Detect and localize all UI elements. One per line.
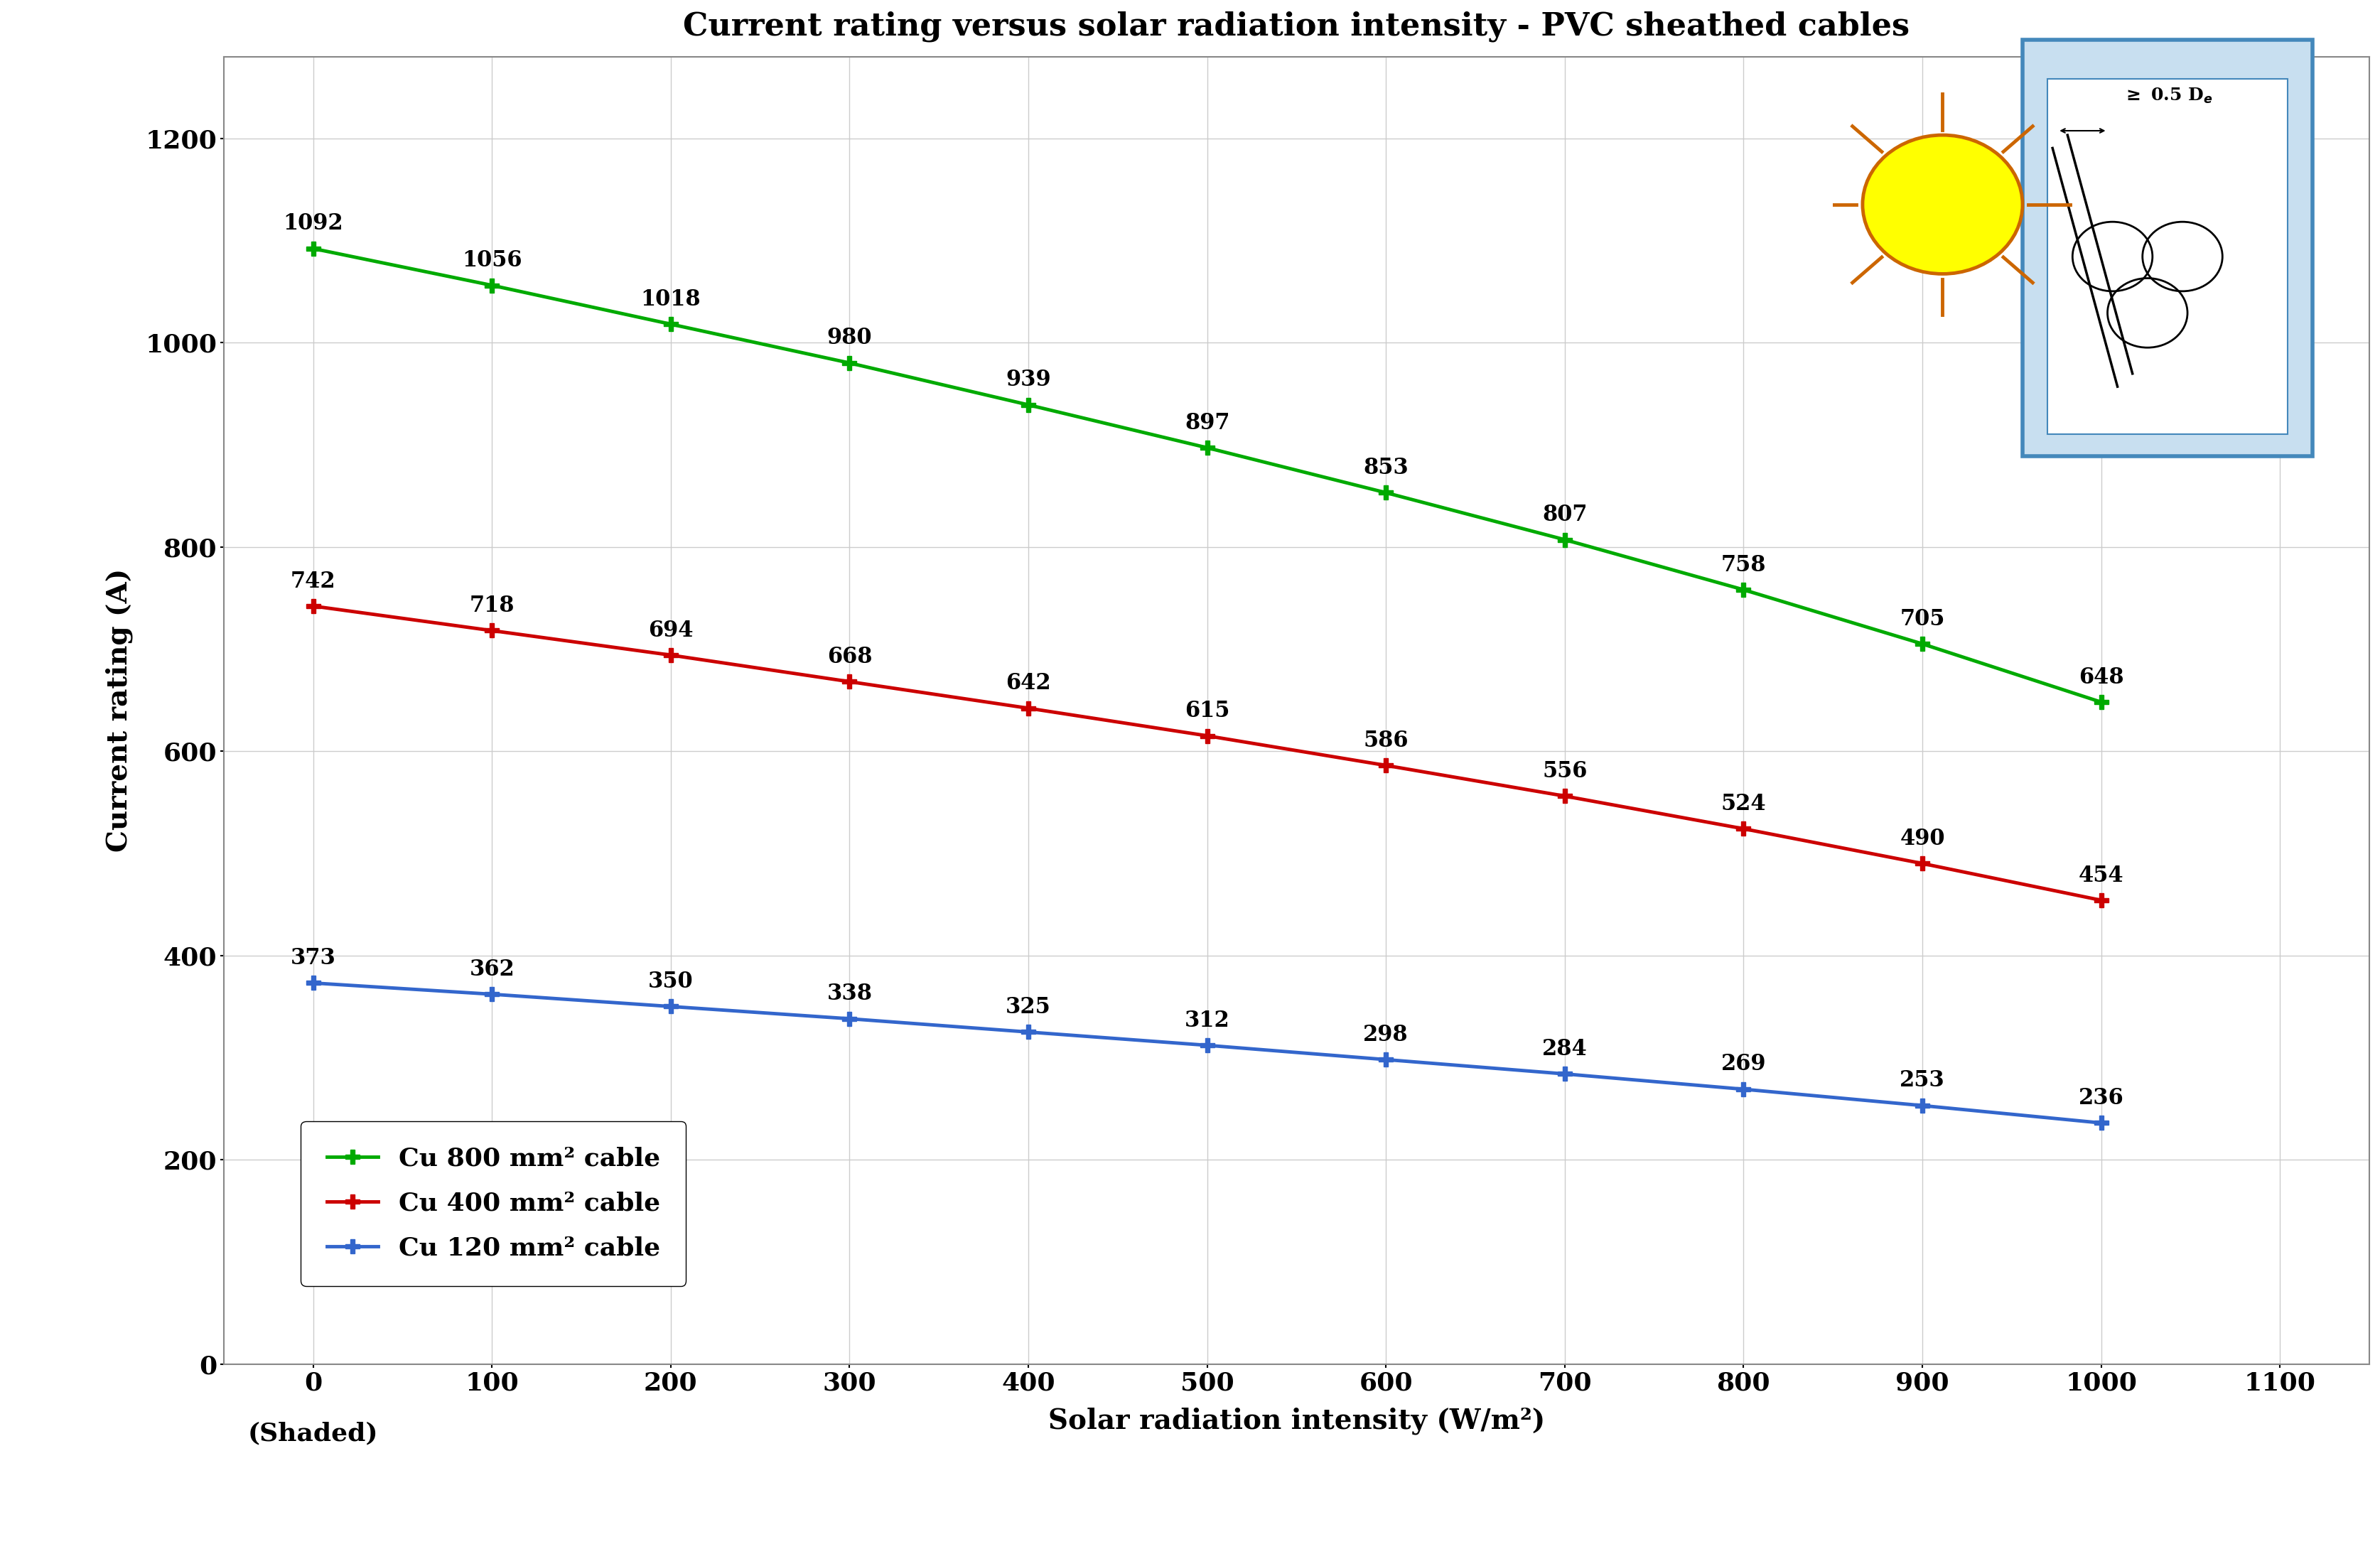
Text: 742: 742 [290,570,336,592]
Title: Current rating versus solar radiation intensity - PVC sheathed cables: Current rating versus solar radiation in… [683,11,1909,42]
Text: 556: 556 [1542,761,1587,782]
Cu 400 mm² cable [1014,699,1042,717]
Text: 454: 454 [2078,864,2123,886]
Text: 338: 338 [826,984,873,1005]
Cu 120 mm² cable [1909,1097,1937,1115]
Text: 718: 718 [469,595,514,617]
Text: 362: 362 [469,959,514,981]
Cu 400 mm² cable [2087,891,2116,909]
Cu 800 mm² cable [478,276,507,294]
Circle shape [1864,135,2023,274]
Text: 807: 807 [1542,503,1587,525]
Text: 325: 325 [1007,996,1052,1018]
Text: 853: 853 [1364,457,1409,479]
Text: (Shaded): (Shaded) [248,1422,378,1445]
Text: 758: 758 [1721,555,1766,576]
Cu 120 mm² cable [1014,1022,1042,1041]
Cu 800 mm² cable [835,353,864,372]
Cu 800 mm² cable [1549,530,1578,548]
Cu 400 mm² cable [1192,726,1221,745]
Cu 120 mm² cable [1371,1050,1399,1069]
Cu 400 mm² cable [1909,853,1937,872]
Cu 400 mm² cable [478,621,507,640]
Text: $\geq$ 0.5 D$_e$: $\geq$ 0.5 D$_e$ [2123,87,2213,105]
Cu 400 mm² cable [657,646,685,665]
Text: 586: 586 [1364,730,1409,751]
Cu 800 mm² cable [1371,483,1399,502]
Cu 800 mm² cable [1730,581,1759,599]
Cu 800 mm² cable [300,239,328,257]
Text: 615: 615 [1185,700,1230,722]
Line: Cu 800 mm² cable: Cu 800 mm² cable [307,242,2109,709]
Text: 980: 980 [826,327,871,349]
Text: 642: 642 [1007,672,1052,694]
Cu 400 mm² cable [835,672,864,691]
Cu 120 mm² cable [2087,1114,2116,1132]
Text: 705: 705 [1899,609,1944,630]
Text: 648: 648 [2078,666,2123,688]
Cu 400 mm² cable [1549,787,1578,805]
Text: 269: 269 [1721,1053,1766,1075]
FancyBboxPatch shape [2047,79,2287,434]
Cu 120 mm² cable [1549,1064,1578,1083]
Text: 1018: 1018 [640,288,700,310]
FancyBboxPatch shape [2023,40,2313,455]
Text: 312: 312 [1185,1010,1230,1032]
Line: Cu 400 mm² cable: Cu 400 mm² cable [307,599,2109,908]
Cu 120 mm² cable [478,985,507,1004]
Cu 400 mm² cable [300,596,328,615]
Cu 120 mm² cable [657,998,685,1016]
Cu 120 mm² cable [835,1010,864,1029]
Text: 253: 253 [1899,1070,1944,1092]
Text: 668: 668 [826,646,871,668]
X-axis label: Solar radiation intensity (W/m²): Solar radiation intensity (W/m²) [1047,1406,1545,1434]
Text: 350: 350 [647,971,693,993]
Y-axis label: Current rating (A): Current rating (A) [105,568,133,852]
Text: 490: 490 [1899,827,1944,850]
Text: 897: 897 [1185,412,1230,434]
Text: 373: 373 [290,946,336,970]
Text: 939: 939 [1007,369,1052,390]
Text: 236: 236 [2078,1087,2123,1109]
Line: Cu 120 mm² cable: Cu 120 mm² cable [307,976,2109,1129]
Cu 800 mm² cable [657,314,685,333]
Cu 120 mm² cable [1730,1080,1759,1098]
Text: 694: 694 [647,620,693,641]
Cu 800 mm² cable [1192,438,1221,457]
Cu 800 mm² cable [2087,692,2116,711]
Cu 400 mm² cable [1730,819,1759,838]
Cu 120 mm² cable [1192,1036,1221,1055]
Text: 1056: 1056 [462,249,521,271]
Text: 524: 524 [1721,793,1766,815]
Cu 400 mm² cable [1371,756,1399,774]
Cu 800 mm² cable [1909,635,1937,654]
Text: 1092: 1092 [283,212,343,235]
Legend: Cu 800 mm² cable, Cu 400 mm² cable, Cu 120 mm² cable: Cu 800 mm² cable, Cu 400 mm² cable, Cu 1… [300,1121,685,1286]
Text: 284: 284 [1542,1038,1587,1060]
Cu 120 mm² cable [300,974,328,993]
Cu 800 mm² cable [1014,395,1042,414]
Text: 298: 298 [1364,1024,1409,1046]
